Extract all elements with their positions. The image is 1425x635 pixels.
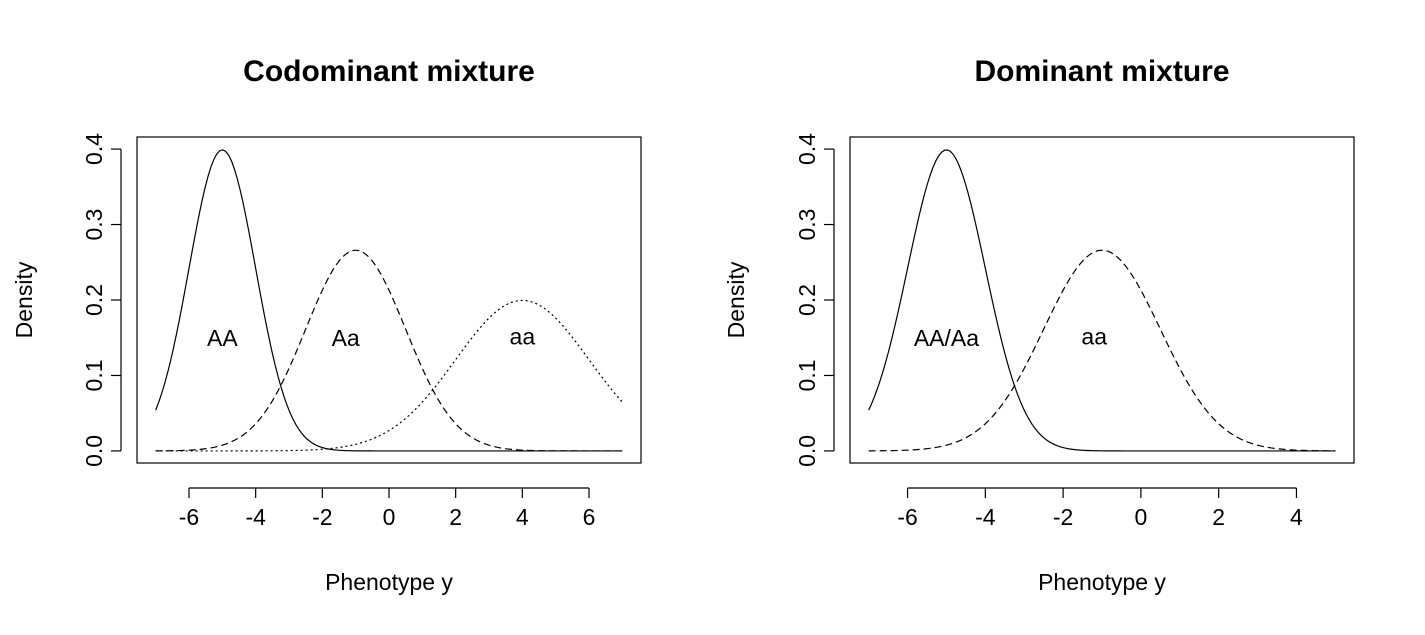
x-axis-label: Phenotype y <box>325 569 453 595</box>
y-tick-label: 0.0 <box>794 435 820 467</box>
x-tick-label: 4 <box>1290 504 1303 530</box>
series-line <box>868 149 1336 452</box>
curve-label: aa <box>510 324 536 350</box>
x-tick-label: 6 <box>583 504 596 530</box>
x-tick-label: 2 <box>1212 504 1225 530</box>
curve-label: Aa <box>332 325 360 351</box>
y-tick-label: 0.4 <box>794 133 820 165</box>
y-tick-label: 0.0 <box>81 435 107 467</box>
x-tick-label: 4 <box>516 504 529 530</box>
y-tick-label: 0.3 <box>81 209 107 241</box>
x-axis-label: Phenotype y <box>1038 569 1166 595</box>
y-tick-label: 0.2 <box>794 284 820 316</box>
y-axis: 0.0 0.1 0.2 0.3 0.4 <box>794 133 835 467</box>
series-line <box>155 149 623 452</box>
panel-codominant: Codominant mixture Phenotype y Density -… <box>11 55 642 595</box>
x-tick-label: 0 <box>383 504 396 530</box>
chart-title: Dominant mixture <box>974 55 1229 88</box>
y-tick-label: 0.1 <box>794 359 820 391</box>
series-line <box>868 249 1336 452</box>
chart-title: Codominant mixture <box>243 55 535 88</box>
x-tick-label: -6 <box>179 504 199 530</box>
plot-frame <box>136 136 642 464</box>
series-line <box>155 249 623 452</box>
y-axis-label: Density <box>723 261 749 338</box>
x-tick-label: 0 <box>1134 504 1147 530</box>
curve-label: AA/Aa <box>914 325 979 351</box>
y-tick-label: 0.4 <box>81 133 107 165</box>
x-tick-label: 2 <box>449 504 462 530</box>
x-tick-label: -4 <box>245 504 266 530</box>
x-tick-label: -2 <box>1053 504 1073 530</box>
curve-label: aa <box>1081 324 1107 350</box>
x-tick-label: -2 <box>312 504 332 530</box>
y-axis-label: Density <box>11 261 37 338</box>
x-axis: -6 -4 -2 0 2 4 <box>897 487 1303 530</box>
x-tick-label: -6 <box>897 504 917 530</box>
x-axis: -6 -4 -2 0 2 4 6 <box>179 487 596 530</box>
y-tick-label: 0.2 <box>81 284 107 316</box>
plot-frame <box>849 136 1355 464</box>
y-tick-label: 0.1 <box>81 359 107 391</box>
curve-label: AA <box>207 325 238 351</box>
y-axis: 0.0 0.1 0.2 0.3 0.4 <box>81 133 122 467</box>
y-tick-label: 0.3 <box>794 209 820 241</box>
series-line <box>155 299 623 452</box>
x-tick-label: -4 <box>975 504 996 530</box>
panel-dominant: Dominant mixture Phenotype y Density -6-… <box>723 55 1355 595</box>
